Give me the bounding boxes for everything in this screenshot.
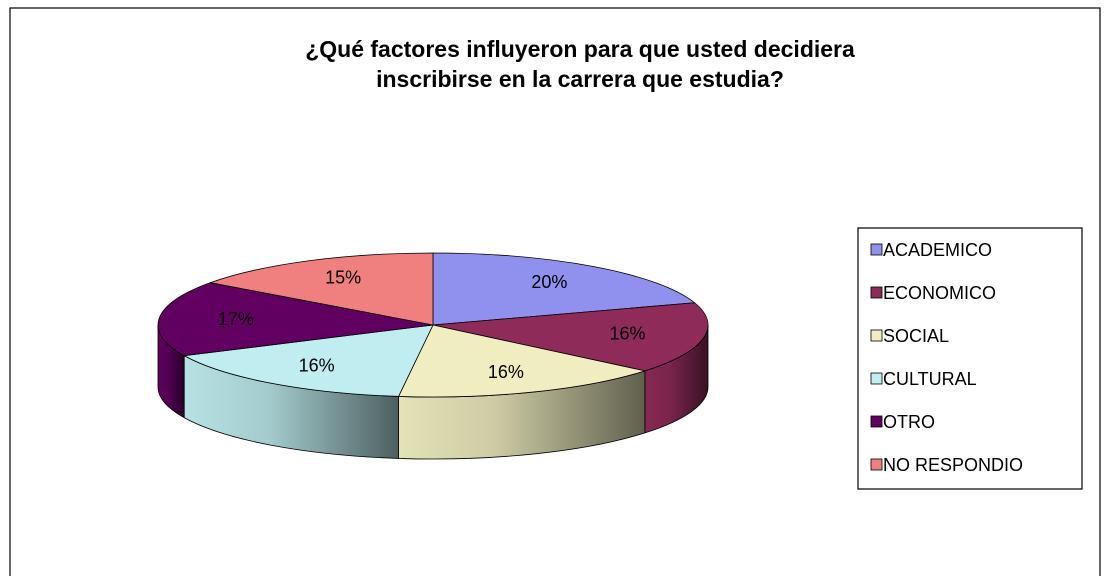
pie-slice (209, 252, 434, 326)
pie-side-shade (644, 325, 708, 433)
legend-swatch (870, 458, 883, 471)
legend-swatch (870, 286, 883, 299)
data-label: 15% (325, 268, 361, 288)
data-label: 17% (218, 309, 254, 329)
legend-swatch (870, 329, 883, 342)
pie-side-shade (398, 370, 645, 459)
legend-label: ACADEMICO (883, 240, 992, 260)
pie-side-shade (184, 355, 399, 459)
chart-title: ¿Qué factores influyeron para que usted … (305, 36, 855, 92)
data-label: 20% (531, 272, 567, 292)
data-label: 16% (488, 362, 524, 382)
data-label: 16% (609, 323, 645, 343)
pie-slice (157, 282, 434, 357)
data-label: 16% (299, 356, 335, 376)
legend-label: OTRO (883, 412, 935, 432)
legend-label: ECONOMICO (883, 283, 996, 303)
pie-slice (432, 302, 709, 372)
legend-label: CULTURAL (883, 369, 977, 389)
pie-side-shade (158, 325, 185, 418)
pie-slice (397, 324, 647, 398)
legend-label: SOCIAL (883, 326, 949, 346)
legend-swatch (870, 415, 883, 428)
legend-label: NO RESPONDIO (883, 455, 1023, 475)
legend-swatch (870, 372, 883, 385)
chart-border (9, 7, 1101, 576)
pie-slice (182, 324, 434, 397)
legend-box (857, 227, 1083, 490)
legend-swatch (870, 243, 883, 256)
pie-slice (432, 252, 696, 326)
